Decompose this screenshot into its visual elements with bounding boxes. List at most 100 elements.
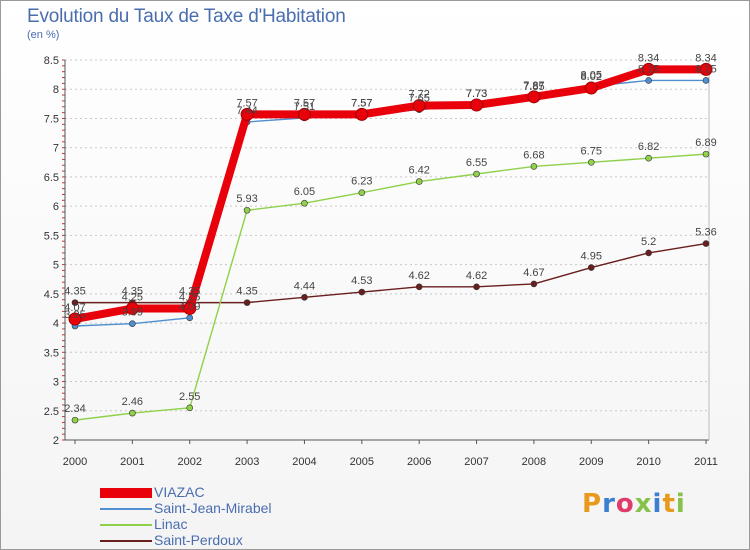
- data-label: 4.44: [294, 280, 315, 292]
- y-tick-label: 5: [53, 260, 59, 272]
- y-tick-label: 3.5: [44, 347, 59, 359]
- data-label: 6.68: [523, 149, 544, 161]
- data-point: [301, 294, 308, 301]
- data-label: 4.67: [523, 267, 544, 279]
- data-label: 8.15: [695, 63, 716, 75]
- data-label: 3.95: [64, 309, 85, 321]
- y-tick-label: 7: [53, 143, 59, 155]
- logo-letter: x: [634, 489, 653, 519]
- series-line: [75, 242, 707, 304]
- x-tick-label: 2004: [292, 456, 316, 468]
- data-point: [358, 189, 366, 197]
- legend-label: VIAZAC: [154, 484, 205, 500]
- legend-swatch: [100, 540, 152, 542]
- data-label: 2.46: [122, 396, 143, 408]
- y-tick-label: 2.5: [44, 406, 59, 418]
- x-tick-label: 2008: [522, 456, 546, 468]
- data-label: 8.34: [695, 52, 716, 64]
- data-point: [470, 98, 484, 112]
- series-line: [74, 65, 706, 323]
- data-point: [186, 314, 194, 322]
- data-label: 4.07: [64, 302, 85, 314]
- x-tick-label: 2001: [120, 456, 144, 468]
- data-label: 8.05: [581, 69, 602, 81]
- data-point: [587, 159, 595, 166]
- chart-title: Evolution du Taux de Taxe d'Habitation: [27, 6, 346, 27]
- data-point: [240, 107, 254, 121]
- data-label: 5.36: [695, 227, 716, 239]
- data-label: 6.89: [695, 137, 716, 149]
- x-tick-label: 2006: [407, 456, 431, 468]
- data-point: [702, 240, 710, 247]
- y-tick-label: 8: [53, 84, 59, 96]
- data-point: [183, 301, 197, 315]
- data-point: [243, 206, 251, 214]
- data-point: [71, 416, 79, 424]
- logo-letter: i: [675, 489, 686, 519]
- data-label: 8.34: [638, 52, 659, 64]
- data-label: 4.62: [466, 270, 487, 282]
- y-tick-label: 4: [53, 318, 59, 330]
- data-label: 7.65: [408, 93, 429, 105]
- data-label: 5.93: [236, 193, 257, 205]
- data-point: [473, 170, 480, 178]
- data-label: 7.57: [294, 97, 315, 109]
- data-point: [645, 154, 652, 162]
- chart-subtitle: (en %): [27, 29, 60, 41]
- data-point: [129, 320, 136, 327]
- x-tick-label: 2000: [63, 456, 87, 468]
- data-point: [129, 409, 136, 417]
- data-point: [584, 81, 598, 95]
- x-tick-label: 2009: [579, 456, 603, 468]
- data-label: 7.57: [351, 97, 372, 109]
- legend-swatch: [100, 524, 152, 526]
- data-label: 2.55: [179, 391, 200, 403]
- x-tick-label: 2010: [636, 456, 660, 468]
- proxiti-logo: Proxiti: [582, 489, 686, 519]
- x-tick-label: 2003: [235, 456, 259, 468]
- data-point: [702, 77, 710, 84]
- data-label: 8.02: [581, 71, 602, 83]
- x-tick-label: 2011: [694, 456, 718, 468]
- y-tick-label: 5.5: [44, 230, 59, 242]
- data-point: [587, 264, 595, 271]
- data-point: [68, 312, 82, 326]
- data-label: 4.62: [408, 270, 429, 282]
- data-label: 4.53: [351, 275, 372, 287]
- series-line: [74, 153, 707, 421]
- x-tick-label: 2007: [464, 456, 488, 468]
- legend-swatch: [100, 488, 152, 498]
- y-tick-label: 4.5: [44, 289, 59, 301]
- x-tick-label: 2005: [350, 456, 374, 468]
- data-label: 7.73: [466, 88, 487, 100]
- data-point: [415, 178, 423, 185]
- data-point: [415, 283, 423, 291]
- data-point: [699, 62, 713, 76]
- data-label: 7.87: [523, 80, 544, 92]
- data-label: 4.09: [179, 301, 200, 313]
- x-tick-label: 2002: [177, 456, 201, 468]
- data-point: [527, 90, 541, 104]
- logo-letter: r: [602, 489, 616, 519]
- data-point: [125, 301, 139, 315]
- data-label: 4.25: [122, 291, 143, 303]
- data-label: 7.85: [523, 81, 544, 93]
- legend-label: Linac: [154, 516, 188, 532]
- data-point: [473, 283, 480, 291]
- y-tick-label: 7.5: [44, 113, 59, 125]
- data-label: 7.73: [466, 88, 487, 100]
- data-point: [243, 299, 251, 306]
- data-point: [530, 280, 538, 288]
- y-tick-label: 6: [53, 201, 59, 213]
- data-point: [530, 163, 538, 170]
- data-label: 6.05: [294, 186, 315, 198]
- data-point: [642, 62, 656, 76]
- data-point: [355, 107, 369, 121]
- data-point: [645, 249, 652, 257]
- data-label: 2.34: [64, 403, 85, 415]
- data-point: [358, 288, 366, 296]
- logo-letter: P: [582, 489, 603, 519]
- data-label: 5.2: [641, 236, 656, 248]
- data-point: [412, 99, 426, 113]
